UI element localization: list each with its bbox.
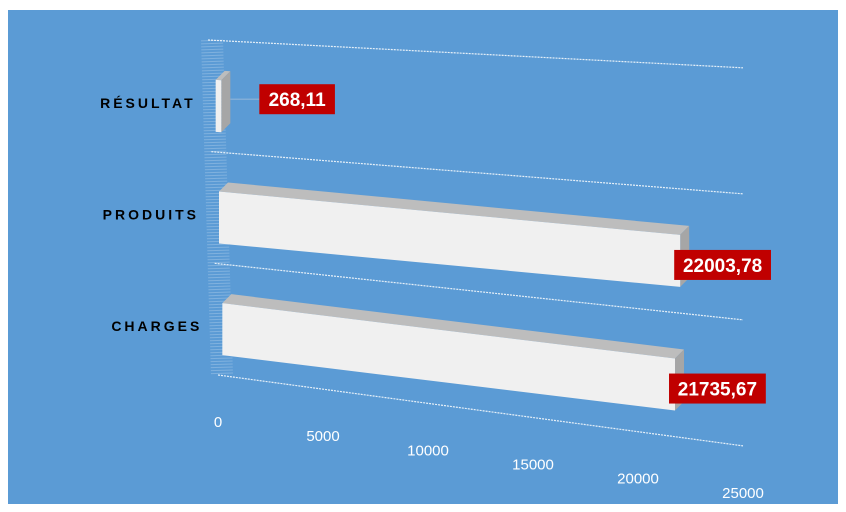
x-tick-label: 20000 (617, 471, 659, 488)
category-label-0: CHARGES (111, 318, 202, 334)
bar-1 (219, 191, 681, 287)
gridline (211, 151, 744, 195)
bar-chart-3d: 268,11 RÉSULTAT 22003,78 PRODUITS 21735,67 CH… (100, 39, 771, 502)
bar-0 (222, 303, 676, 411)
category-label-1: PRODUITS (103, 207, 199, 223)
x-tick-label: 10000 (407, 442, 449, 459)
data-label-1: 22003,78 (683, 256, 762, 277)
x-tick-label: 15000 (512, 457, 554, 474)
bar-top-2 (215, 70, 231, 81)
gridline (217, 374, 744, 447)
bar-top-1 (219, 182, 690, 235)
data-label-box-1 (674, 249, 771, 280)
side-wall (201, 39, 233, 376)
data-label-0: 21735,67 (678, 380, 757, 401)
category-label-2: RÉSULTAT (100, 95, 196, 111)
gridline (207, 39, 744, 69)
x-tick-label: 5000 (306, 428, 339, 445)
x-tick-label: 0 (214, 414, 222, 431)
data-label-box-0 (669, 373, 766, 404)
x-tick-label: 25000 (722, 485, 764, 502)
data-label-2: 268,11 (269, 90, 326, 111)
bar-2 (215, 79, 222, 133)
gridline (214, 262, 744, 321)
bar-side-2 (221, 71, 231, 133)
chart-area: 268,11 RÉSULTAT 22003,78 PRODUITS 21735,67 CH… (8, 10, 838, 504)
bar-top-0 (222, 294, 685, 359)
data-label-box-2 (259, 84, 335, 115)
